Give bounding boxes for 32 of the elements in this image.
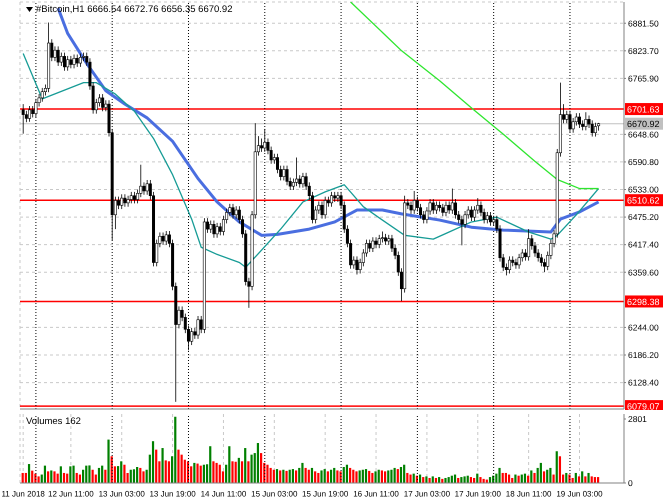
y-tick-label: 6533.00 [628, 184, 659, 195]
x-tick-label: 18 Jun 11:00 [506, 490, 552, 499]
y-tick-label: 6881.50 [628, 18, 659, 28]
x-tick-label: 12 Jun 11:00 [48, 490, 94, 499]
x-tick-label: 17 Jun 03:00 [404, 490, 451, 499]
x-tick-label: 11 Jun 2018 [1, 490, 46, 499]
y-tick-label: 6475.20 [628, 212, 659, 222]
y-tick-label: 6359.60 [628, 267, 659, 278]
y-tick-label: 6128.40 [628, 378, 659, 388]
x-tick-label: 13 Jun 19:00 [149, 490, 196, 499]
y-tick-label: 6765.90 [628, 73, 659, 84]
x-tick-label: 13 Jun 03:00 [98, 490, 146, 499]
x-tick-label: 15 Jun 03:00 [251, 490, 298, 499]
ref-line-label: 6670.92 [627, 119, 660, 130]
ref-line-label: 6298.38 [627, 296, 660, 307]
y-tick-label: 6823.70 [628, 46, 659, 56]
ref-line-label: 6510.62 [627, 196, 660, 206]
y-tick-label: 6648.60 [628, 129, 659, 140]
y-tick-label: 6590.80 [628, 156, 659, 167]
y-tick-label: 2801 [628, 414, 648, 424]
x-tick-label: 14 Jun 11:00 [200, 490, 247, 499]
y-tick-label: 6186.20 [628, 350, 659, 360]
x-tick-label: 15 Jun 19:00 [302, 490, 349, 499]
y-tick-label: 6244.00 [628, 322, 659, 332]
x-tick-label: 16 Jun 11:00 [353, 490, 400, 499]
x-tick-label: 17 Jun 19:00 [454, 490, 502, 499]
y-tick-label: 0 [628, 478, 633, 488]
ref-line-label: 6079.07 [627, 402, 660, 412]
y-tick-label: 6417.40 [628, 240, 659, 250]
chart-title: Volumes 162 [26, 416, 81, 427]
ref-line-label: 6701.63 [627, 104, 660, 115]
x-tick-label: 19 Jun 03:00 [556, 490, 604, 499]
